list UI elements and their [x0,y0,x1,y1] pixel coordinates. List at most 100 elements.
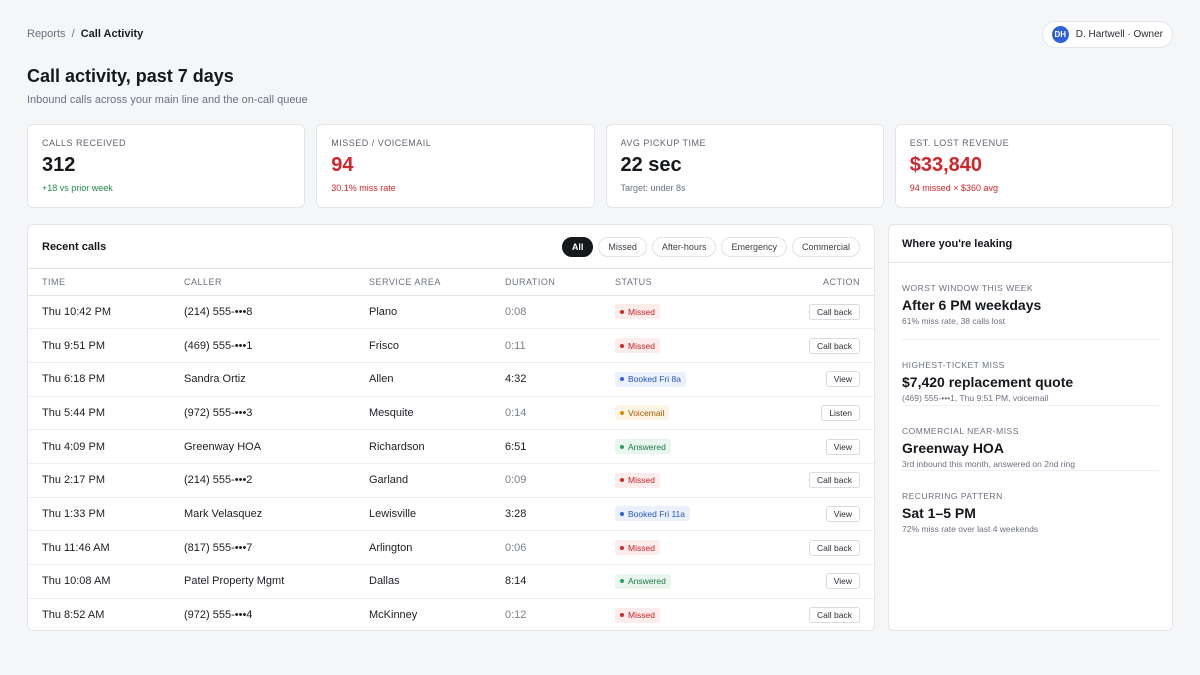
table-row[interactable]: Thu 5:44 PM (972) 555-•••3 Mesquite 0:14… [28,396,874,431]
view-button[interactable]: View [825,438,860,455]
leak-title: After 6 PM weekdays [902,297,1042,313]
user-menu[interactable]: DH D. Hartwell · Owner [1041,21,1173,48]
listen-button[interactable]: Listen [821,404,860,421]
column-header-status[interactable]: Status [601,269,751,296]
view-button[interactable]: View [825,371,860,388]
recent-calls-header: Recent calls All Missed After-hours Emer… [28,225,874,269]
leak-item-worst-window: Worst window this week After 6 PM weekda… [902,263,1159,340]
column-header-service-area[interactable]: Service area [355,269,491,296]
call-caller: (817) 555-•••7 [170,530,355,565]
leak-label: Highest-ticket miss [902,360,1005,370]
view-button[interactable]: View [825,573,860,590]
call-area: Garland [355,463,491,498]
filter-commercial[interactable]: Commercial [791,236,860,257]
status-text: Missed [628,340,655,351]
call-time: Thu 2:17 PM [28,463,170,498]
kpi-value: $33,840 [909,154,983,176]
call-back-button[interactable]: Call back [809,607,860,624]
calls-table: Time Caller Service area Duration Status… [28,269,874,630]
filter-emergency[interactable]: Emergency [721,236,787,257]
table-row[interactable]: Thu 1:33 PM Mark Velasquez Lewisville 3:… [28,497,874,532]
breadcrumb-current: Call Activity [80,28,144,40]
call-back-button[interactable]: Call back [809,539,860,556]
status-dot-icon [620,579,624,584]
call-duration: 8:14 [491,564,601,599]
call-status: Answered [601,564,751,599]
call-area: Plano [355,295,491,330]
call-action: Call back [751,328,874,363]
leak-item-recurring-pattern: Recurring pattern Sat 1–5 PM 72% miss ra… [902,471,1159,537]
column-header-caller[interactable]: Caller [170,269,355,296]
column-header-action: Action [751,269,874,296]
breadcrumb: Reports / Call Activity [27,28,143,40]
call-area: Frisco [355,328,491,363]
call-action: Call back [751,463,874,498]
status-badge: Missed [615,338,660,354]
kpi-note: 94 missed × $360 avg [909,183,999,193]
call-time: Thu 11:46 AM [28,530,170,565]
call-action: View [751,497,874,532]
filter-pills: All Missed After-hours Emergency Commerc… [561,236,860,257]
status-badge: Booked Fri 8a [615,371,686,387]
call-status: Booked Fri 11a [601,497,751,532]
leaking-list: Worst window this week After 6 PM weekda… [889,263,1172,537]
call-time: Thu 9:51 PM [28,328,170,363]
call-back-button[interactable]: Call back [809,303,860,320]
filter-all[interactable]: All [561,236,594,257]
leak-detail: 72% miss rate over last 4 weekends [902,524,1039,534]
status-dot-icon [620,478,624,483]
table-row[interactable]: Thu 8:52 AM (972) 555-•••4 McKinney 0:12… [28,598,874,630]
table-row[interactable]: Thu 4:09 PM Greenway HOA Richardson 6:51… [28,429,874,464]
leak-label: Worst window this week [902,283,1034,293]
view-button[interactable]: View [825,505,860,522]
call-back-button[interactable]: Call back [809,472,860,489]
table-row[interactable]: Thu 9:51 PM (469) 555-•••1 Frisco 0:11 M… [28,328,874,363]
breadcrumb-parent-link[interactable]: Reports [27,28,66,40]
status-dot-icon [620,444,624,449]
call-status: Missed [601,530,751,565]
leak-detail: (469) 555-•••1, Thu 9:51 PM, voicemail [902,393,1049,403]
column-header-time[interactable]: Time [28,269,170,296]
leak-detail: 3rd inbound this month, answered on 2nd … [902,458,1075,469]
status-badge: Answered [615,573,671,589]
call-area: McKinney [369,609,418,622]
table-row[interactable]: Thu 11:46 AM (817) 555-•••7 Arlington 0:… [28,530,874,565]
call-duration: 0:11 [491,328,601,363]
kpi-est-lost-revenue: Est. lost revenue $33,840 94 missed × $3… [894,124,1173,208]
call-caller: (972) 555-•••3 [170,396,355,431]
call-duration: 0:14 [491,396,601,431]
call-action: View [751,362,874,397]
table-row[interactable]: Thu 6:18 PM Sandra Ortiz Allen 4:32 Book… [28,362,874,397]
call-area: Arlington [355,530,491,565]
table-row[interactable]: Thu 10:08 AM Patel Property Mgmt Dallas … [28,564,874,599]
call-time: Thu 4:09 PM [28,429,170,464]
table-row[interactable]: Thu 10:42 PM (214) 555-•••8 Plano 0:08 M… [28,295,874,330]
leak-label: Commercial near-miss [902,425,1019,436]
table-row[interactable]: Thu 2:17 PM (214) 555-•••2 Garland 0:09 … [28,463,874,498]
call-status: Missed [601,463,751,498]
leak-item-highest-ticket: Highest-ticket miss $7,420 replacement q… [902,340,1159,406]
call-caller: Sandra Ortiz [170,362,355,397]
leak-title: $7,420 replacement quote [902,374,1074,390]
kpi-note: +18 vs prior week [42,183,113,193]
kpi-label: Calls received [42,138,127,148]
breadcrumb-separator: / [71,28,75,40]
call-action: Listen [751,396,874,431]
call-area: Richardson [355,429,491,464]
table-header-row: Time Caller Service area Duration Status… [28,269,874,296]
leak-item-commercial-near-miss: Commercial near-miss Greenway HOA 3rd in… [902,406,1159,471]
status-text: Voicemail [628,407,665,418]
call-action: Call back [751,598,874,630]
user-label: D. Hartwell · Owner [1075,29,1163,40]
call-caller: Patel Property Mgmt [170,564,355,599]
kpi-missed-voicemail: Missed / voicemail 94 30.1% miss rate [316,124,595,208]
leaking-panel: Where you're leaking Worst window this w… [888,224,1173,631]
leaking-title: Where you're leaking [889,225,1172,263]
column-header-duration[interactable]: Duration [491,269,601,296]
filter-after-hours[interactable]: After-hours [651,236,717,257]
call-back-button[interactable]: Call back [809,337,860,354]
status-dot-icon [620,410,624,415]
filter-missed[interactable]: Missed [598,236,647,257]
call-caller: (469) 555-•••1 [170,328,355,363]
call-status: Missed [601,598,751,630]
